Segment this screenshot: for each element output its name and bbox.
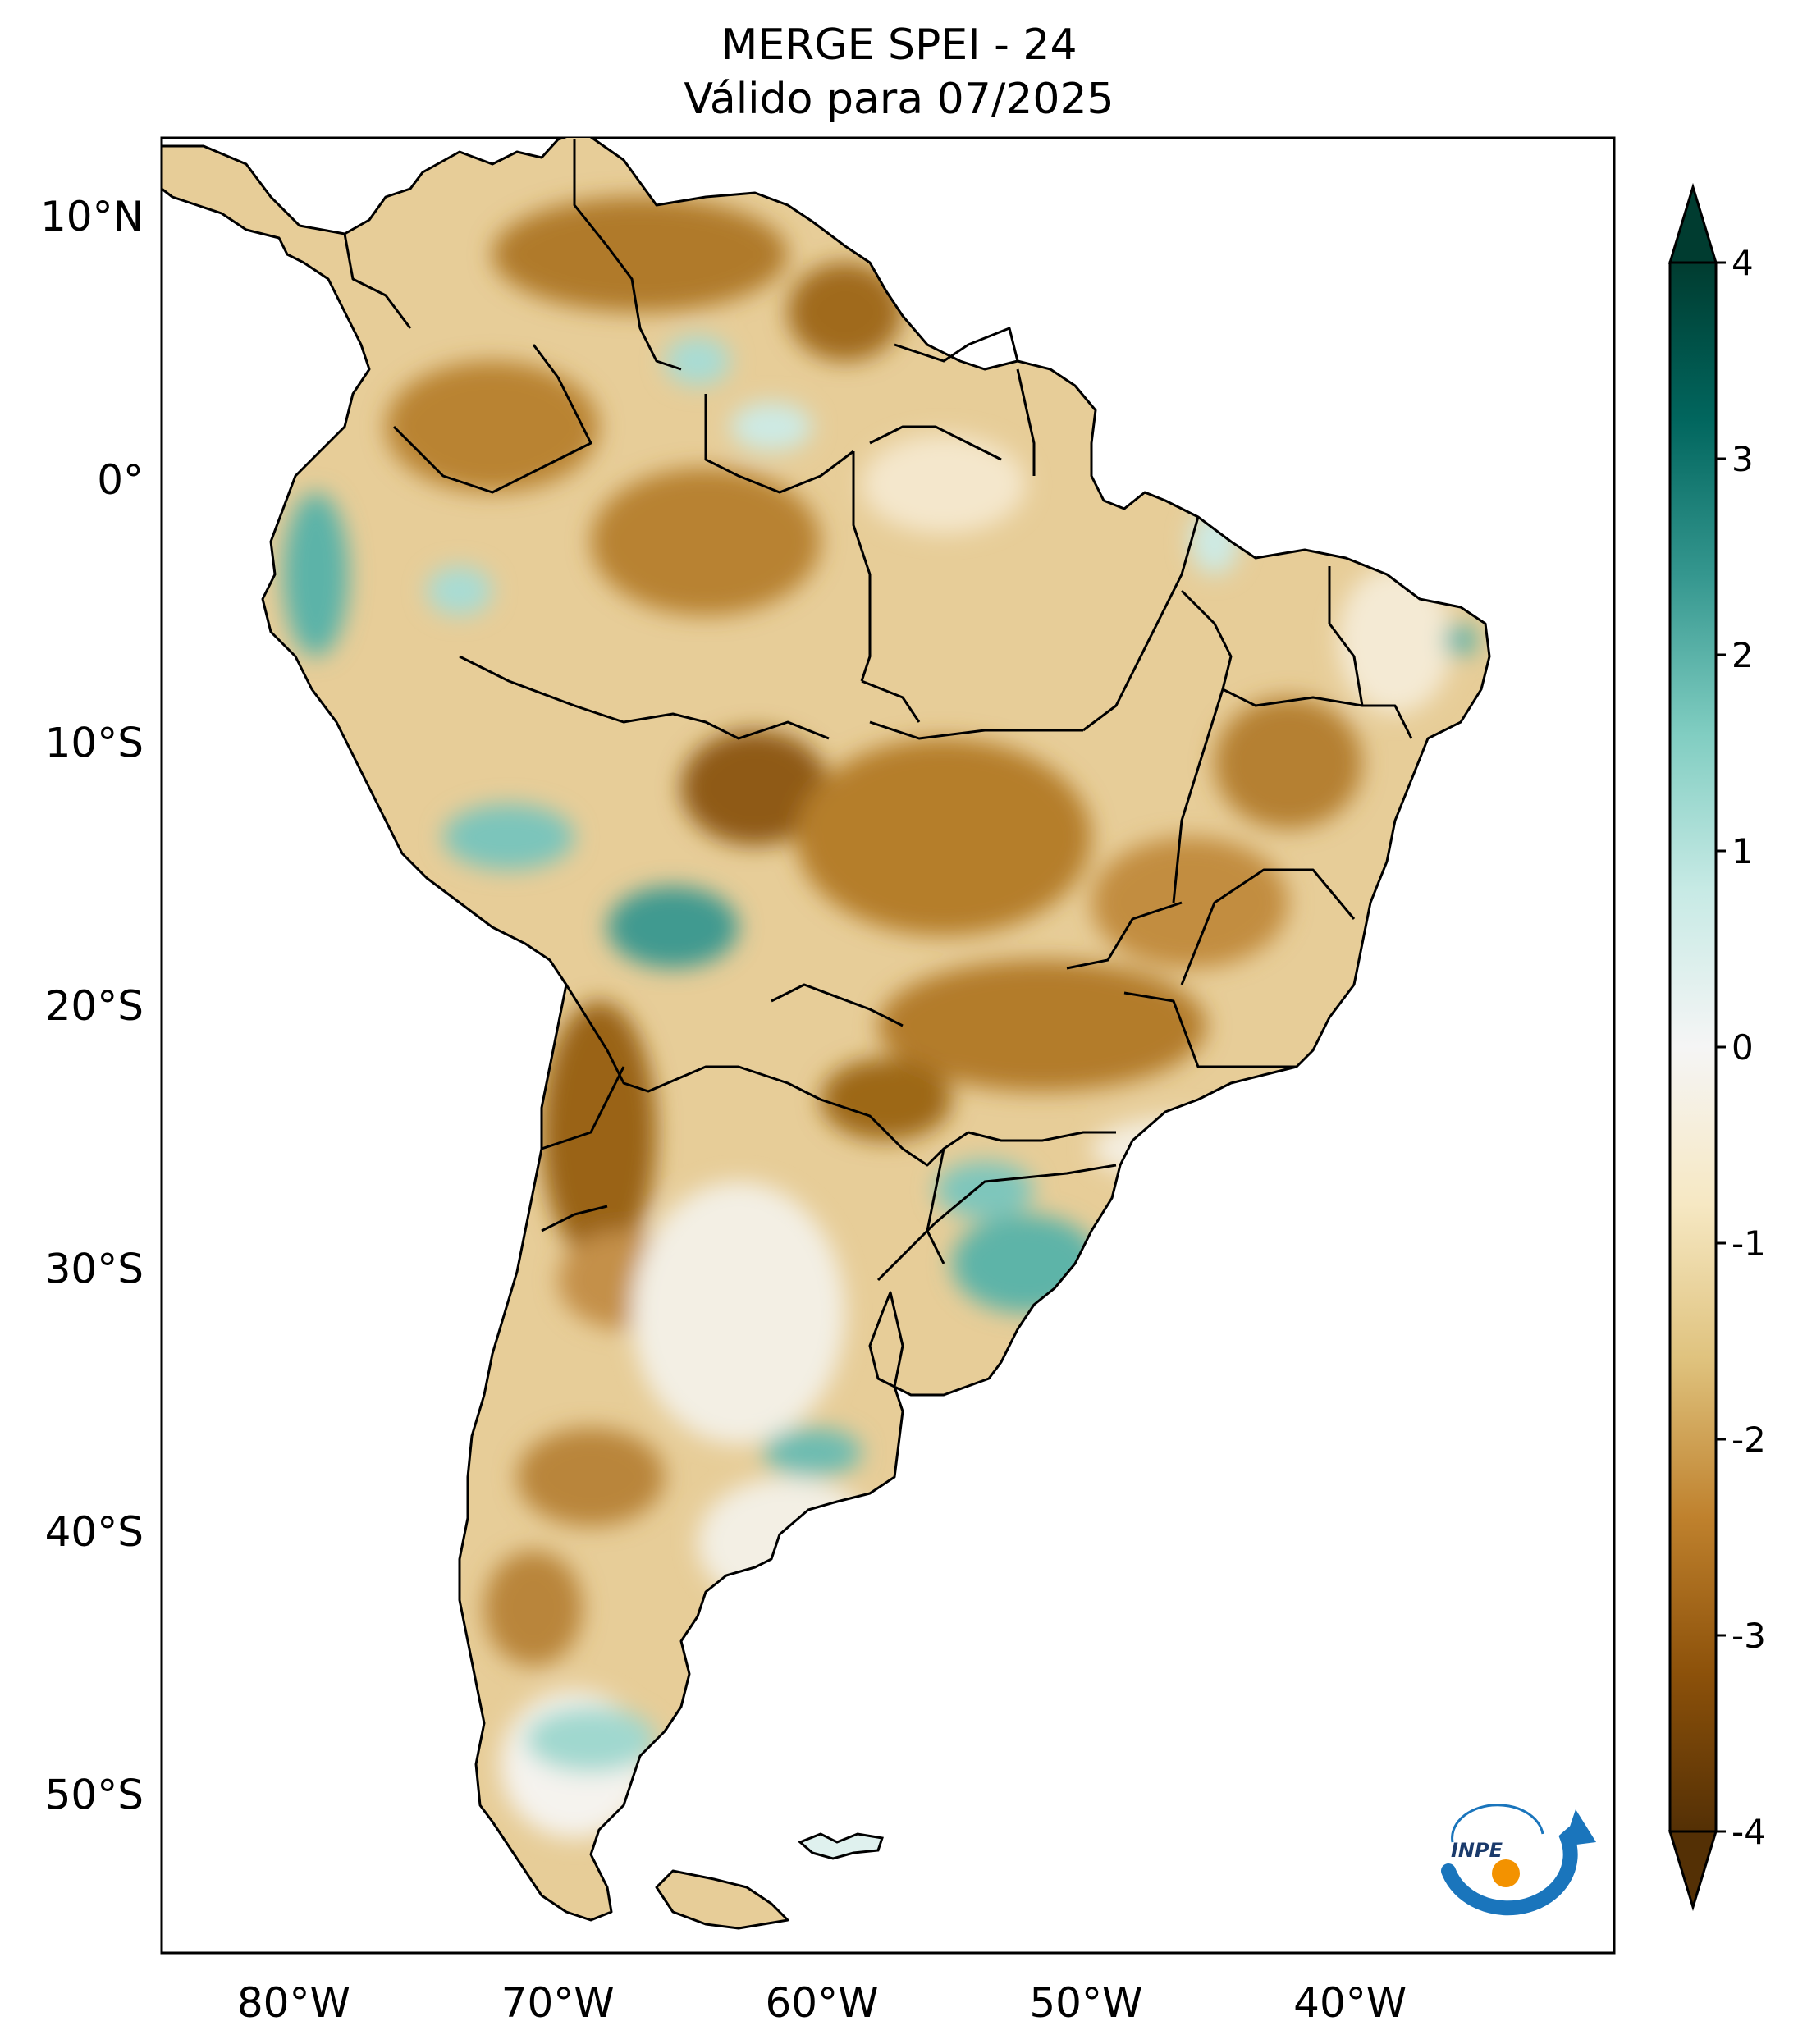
lon-tick-label: 60°W xyxy=(766,1979,879,2027)
colorbar-tick-label: 4 xyxy=(1732,243,1754,283)
colorbar-bar xyxy=(1668,261,1718,1833)
lat-tick-label: 20°S xyxy=(45,982,144,1030)
lon-tick-label: 70°W xyxy=(501,1979,615,2027)
lon-tick-label: 80°W xyxy=(237,1979,350,2027)
title-line-1: MERGE SPEI - 24 xyxy=(721,21,1077,70)
longitude-ticks: 80°W 70°W 60°W 50°W 40°W xyxy=(237,1979,1407,2027)
inpe-logo-text: INPE xyxy=(1451,1839,1503,1862)
title-line-2: Válido para 07/2025 xyxy=(684,75,1114,124)
lat-tick-label: 50°S xyxy=(45,1772,144,1819)
colorbar-tick-label: -4 xyxy=(1732,1812,1766,1852)
lat-tick-label: 0° xyxy=(97,456,144,504)
colorbar-tick-label: 0 xyxy=(1732,1027,1754,1068)
colorbar-extend-top xyxy=(1668,182,1718,264)
falkland-islands xyxy=(798,1832,884,1860)
country-borders xyxy=(162,138,1491,1930)
map-title: MERGE SPEI - 24 Válido para 07/2025 xyxy=(0,18,1798,126)
colorbar-tick-label: -1 xyxy=(1732,1223,1766,1264)
lon-tick-label: 40°W xyxy=(1293,1979,1407,2027)
inpe-logo-orange-circle xyxy=(1492,1859,1520,1887)
colorbar-tick-label: 1 xyxy=(1732,831,1754,871)
colorbar-tick-label: 2 xyxy=(1732,635,1754,675)
colorbar-tick-label: -2 xyxy=(1732,1420,1766,1460)
colorbar: 4 3 2 1 0 -1 -2 -3 -4 xyxy=(1668,182,1766,1912)
lat-tick-label: 30°S xyxy=(45,1245,144,1292)
lat-tick-label: 10°S xyxy=(45,719,144,766)
colorbar-ticks: 4 3 2 1 0 -1 -2 -3 -4 xyxy=(1716,243,1766,1852)
lat-tick-label: 10°N xyxy=(40,193,144,240)
lon-tick-label: 50°W xyxy=(1029,1979,1142,2027)
lat-tick-label: 40°S xyxy=(45,1508,144,1556)
colorbar-tick-label: 3 xyxy=(1732,439,1754,479)
latitude-ticks: 10°N 0° 10°S 20°S 30°S 40°S 50°S xyxy=(40,193,144,1818)
colorbar-extend-bottom xyxy=(1668,1830,1718,1912)
colorbar-tick-label: -3 xyxy=(1732,1616,1766,1656)
inpe-logo: INPE xyxy=(1441,1804,1596,1916)
